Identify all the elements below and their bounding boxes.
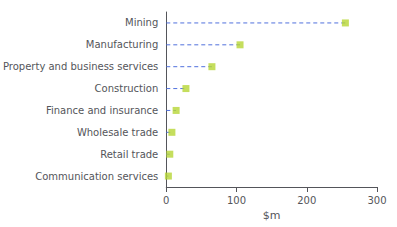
svg-text:$m: $m xyxy=(263,209,281,222)
svg-text:100: 100 xyxy=(227,195,246,206)
svg-text:Retail trade: Retail trade xyxy=(100,149,158,160)
svg-text:Property and business services: Property and business services xyxy=(3,61,158,72)
svg-text:Construction: Construction xyxy=(95,83,159,94)
svg-text:200: 200 xyxy=(297,195,316,206)
svg-text:Finance and insurance: Finance and insurance xyxy=(46,105,158,116)
svg-text:0: 0 xyxy=(163,195,169,206)
svg-text:Mining: Mining xyxy=(125,17,158,28)
svg-text:Wholesale trade: Wholesale trade xyxy=(77,127,158,138)
svg-text:Communication services: Communication services xyxy=(35,171,158,182)
svg-text:Manufacturing: Manufacturing xyxy=(86,39,158,50)
svg-text:300: 300 xyxy=(367,195,386,206)
